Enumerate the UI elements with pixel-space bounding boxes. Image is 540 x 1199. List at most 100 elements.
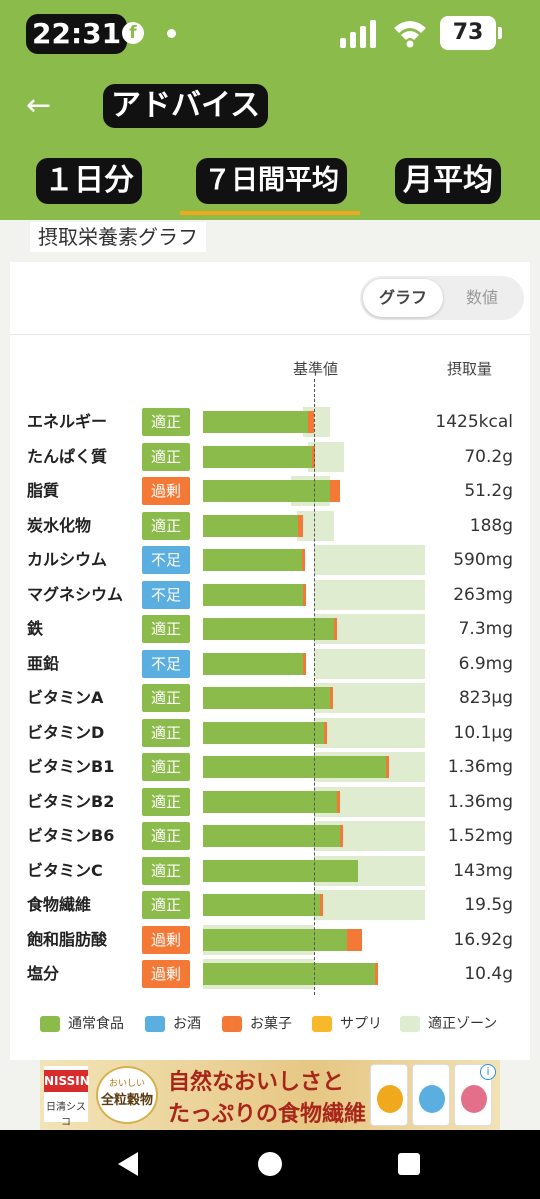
clock: 22:31 [26,14,128,54]
legend-swatch [312,1016,332,1032]
nutrient-row: ビタミンA 適正 823μg [10,681,530,715]
arrow-left-icon[interactable]: ← [26,88,52,123]
nutrient-name: ビタミンC [27,860,103,880]
status-badge: 過剰 [142,477,190,505]
legend-label: 適正ゾーン [428,1016,498,1032]
snack-bar [302,652,306,675]
intake-amount: 143mg [453,860,513,881]
proper-zone-bar [297,510,334,541]
normal-food-bar [203,411,309,433]
status-badge: 適正 [142,856,190,885]
ad-badge-label: 全粒穀物 [100,1093,153,1108]
nutrient-name: 脂質 [27,481,60,500]
intake-amount: 263mg [453,584,513,605]
nutrient-row: エネルギー 適正 1425kcal [10,405,530,439]
normal-food-bar [203,790,338,813]
proper-zone-bar [314,579,425,610]
intake-amount: 1425kcal [435,412,513,432]
page-title: アドバイス [103,84,269,128]
intake-amount: 10.4g [464,964,513,984]
nutrient-name: ビタミンA [27,688,104,707]
nutrient-row: 塩分 過剰 10.4g [10,957,530,991]
view-toggle: グラフ 数値 [360,276,524,320]
intake-amount: 1.36mg [447,791,513,812]
nutrient-row: 炭水化物 適正 188g [10,509,530,543]
nutrient-row: カルシウム 不足 590mg [10,543,530,577]
ad-banner[interactable]: NISSIN 日清シスコ おいしい 全粒穀物 自然なおいしさと たっぷりの食物繊… [40,1060,500,1130]
nav-home-icon[interactable] [258,1152,282,1176]
legend-swatch [222,1016,242,1032]
proper-zone-bar [314,648,425,679]
snack-bar [298,514,303,537]
status-badge: 適正 [142,822,190,850]
snack-bar [333,618,337,640]
nutrient-row: 脂質 過剰 51.2g [10,474,530,508]
normal-food-bar [203,583,303,606]
cellular-signal-icon [340,20,376,48]
nav-back-icon[interactable] [118,1152,138,1176]
legend-label: お酒 [173,1016,201,1032]
status-badge: 不足 [142,546,190,574]
nutrient-name: たんぱく質 [27,446,108,466]
product-package-image [370,1064,408,1126]
legend-label: サプリ [340,1016,382,1032]
wifi-icon [394,21,426,48]
tab-7day-average[interactable]: ７日間平均 [196,158,347,204]
nutrient-name: ビタミンD [27,722,105,742]
normal-food-bar [203,652,303,675]
status-badge: 過剰 [142,925,190,954]
snack-bar [329,480,340,502]
legend-swatch [145,1016,165,1032]
nutrient-name: 炭水化物 [27,515,92,535]
snack-bar [308,411,314,433]
nissin-logo: NISSIN 日清シスコ [44,1066,90,1128]
status-badge: 不足 [142,580,190,609]
nutrient-name: 亜鉛 [27,653,60,673]
facebook-notification-icon: f [122,22,144,44]
intake-amount: 1.52mg [447,826,513,846]
status-badge: 適正 [142,684,190,712]
intake-amount: 19.5g [464,895,513,915]
nutrient-row: 飽和脂肪酸 過剰 16.92g [10,923,530,957]
snack-bar [337,790,341,813]
amount-header: 摂取量 [447,360,493,378]
status-badge: 適正 [142,408,190,436]
nutrient-name: ビタミンB1 [27,757,115,776]
status-badge: 適正 [142,442,190,471]
snack-bar [323,721,327,744]
ad-headline-1: 自然なおいしさと [168,1070,345,1095]
nutrient-name: 飽和脂肪酸 [27,929,108,949]
product-package-image [454,1064,492,1126]
notification-dot-icon [167,29,176,38]
nav-recents-icon[interactable] [398,1153,420,1175]
ad-badge-top: おいしい [108,1079,145,1089]
snack-bar [339,825,343,847]
legend-swatch [40,1016,60,1032]
tab-daily[interactable]: １日分 [36,158,142,204]
nutrient-row: ビタミンB2 適正 1.36mg [10,785,530,819]
intake-amount: 188g [469,515,513,536]
intake-amount: 6.9mg [458,653,513,674]
battery-indicator: 73 [440,16,502,50]
nutrient-row: ビタミンC 適正 143mg [10,854,530,888]
nutrient-name: 食物繊維 [27,895,92,914]
snack-bar [347,928,362,951]
baseline-header: 基準値 [293,360,339,378]
number-view-button[interactable]: 数値 [465,288,498,307]
snack-bar [311,445,316,468]
content-area: 摂取栄養素グラフ グラフ 数値 基準値 摂取量 エネルギー 適正 1425kcal た… [0,220,540,1125]
nutrient-name: マグネシウム [27,584,124,604]
snack-bar [329,687,333,709]
selected-tab-indicator [180,211,360,215]
tab-monthly-average[interactable]: 月平均 [395,158,501,204]
proper-zone-bar [314,545,425,575]
nutrient-row: たんぱく質 適正 70.2g [10,440,530,474]
status-badge: 適正 [142,891,190,919]
graph-view-button[interactable]: グラフ [363,279,443,317]
ad-info-icon[interactable]: i [480,1064,496,1080]
nutrient-name: エネルギー [27,412,108,431]
normal-food-bar [203,859,359,882]
nutrient-name: 鉄 [27,619,44,638]
section-title: 摂取栄養素グラフ [30,222,206,252]
nutrient-name: ビタミンB6 [27,826,115,845]
